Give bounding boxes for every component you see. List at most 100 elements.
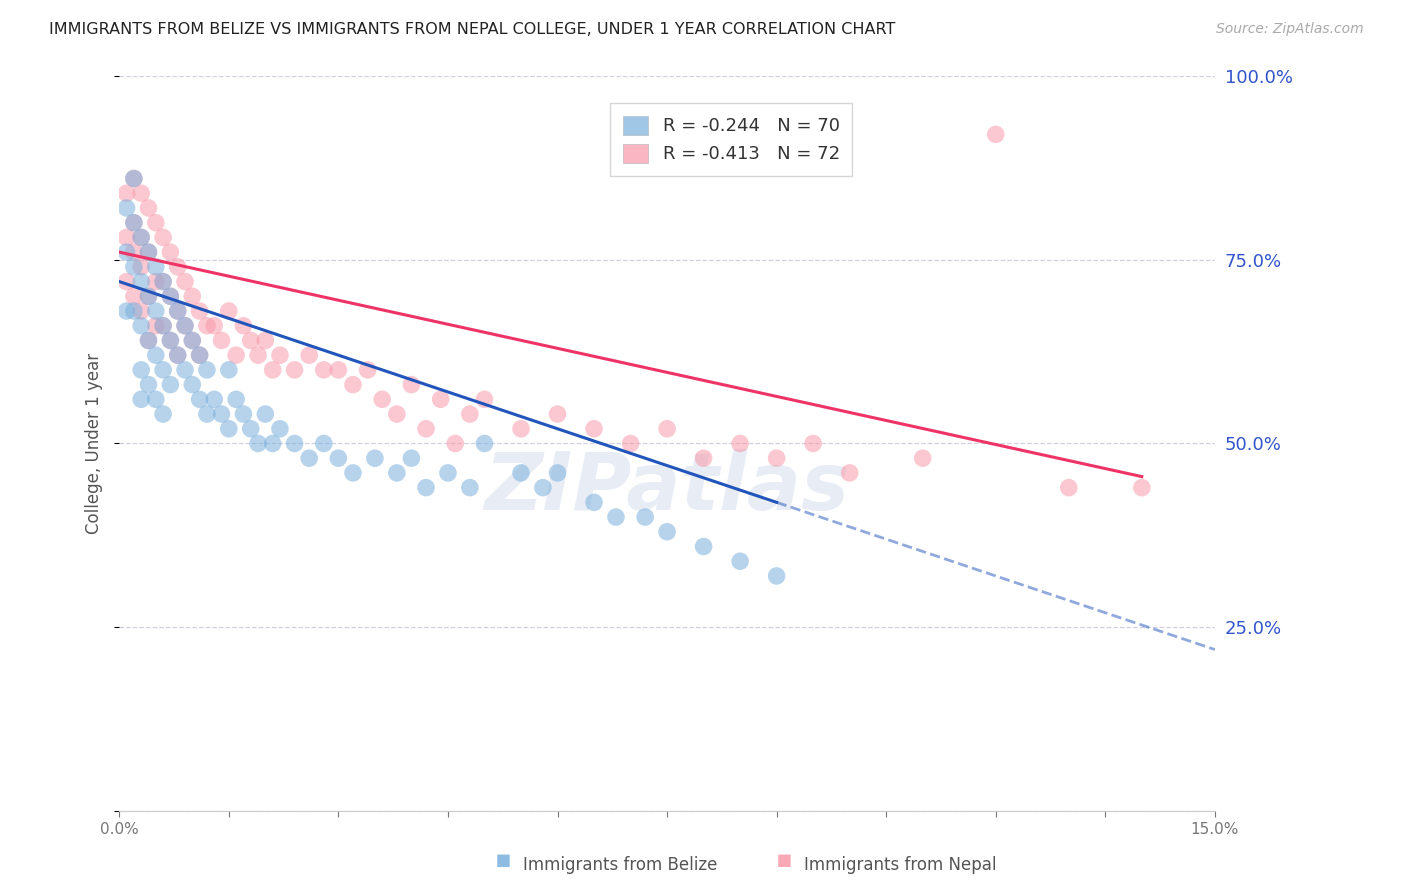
Point [765, 569, 787, 583]
Point [437, 466, 460, 480]
Point [138, 201, 160, 215]
Point [138, 334, 160, 348]
Point [692, 451, 714, 466]
Point [415, 481, 437, 495]
Point [254, 407, 277, 421]
Point [181, 289, 204, 303]
Point [159, 245, 181, 260]
Text: IMMIGRANTS FROM BELIZE VS IMMIGRANTS FROM NEPAL COLLEGE, UNDER 1 YEAR CORRELATIO: IMMIGRANTS FROM BELIZE VS IMMIGRANTS FRO… [49, 22, 896, 37]
Point [429, 392, 451, 407]
Point [547, 466, 569, 480]
Point [138, 245, 160, 260]
Point [218, 363, 240, 377]
Point [115, 230, 138, 244]
Point [129, 230, 152, 244]
Point [605, 510, 627, 524]
Point [166, 348, 188, 362]
Text: ▪: ▪ [776, 848, 793, 872]
Point [269, 348, 291, 362]
Point [218, 422, 240, 436]
Point [181, 377, 204, 392]
Point [211, 334, 233, 348]
Point [262, 436, 284, 450]
Point [115, 245, 138, 260]
Point [174, 275, 197, 289]
Point [202, 392, 225, 407]
Point [765, 451, 787, 466]
Point [510, 466, 533, 480]
Point [312, 363, 335, 377]
Point [510, 422, 533, 436]
Point [129, 260, 152, 274]
Point [129, 186, 152, 201]
Point [247, 348, 270, 362]
Point [122, 216, 145, 230]
Point [458, 407, 481, 421]
Point [284, 436, 307, 450]
Point [129, 392, 152, 407]
Point [181, 334, 204, 348]
Point [145, 260, 167, 274]
Point [195, 363, 218, 377]
Point [145, 275, 167, 289]
Point [152, 407, 174, 421]
Point [444, 436, 467, 450]
Point [115, 304, 138, 318]
Point [138, 289, 160, 303]
Point [188, 348, 211, 362]
Point [188, 348, 211, 362]
Point [1130, 481, 1153, 495]
Point [129, 230, 152, 244]
Point [181, 334, 204, 348]
Point [138, 377, 160, 392]
Point [166, 348, 188, 362]
Text: Immigrants from Nepal: Immigrants from Nepal [804, 856, 997, 874]
Point [547, 407, 569, 421]
Point [166, 304, 188, 318]
Text: Immigrants from Belize: Immigrants from Belize [523, 856, 717, 874]
Point [138, 289, 160, 303]
Point [655, 422, 678, 436]
Point [145, 318, 167, 333]
Point [385, 407, 408, 421]
Point [129, 363, 152, 377]
Point [122, 245, 145, 260]
Point [298, 451, 321, 466]
Point [159, 289, 181, 303]
Point [166, 304, 188, 318]
Point [401, 377, 423, 392]
Point [129, 318, 152, 333]
Point [356, 363, 378, 377]
Point [129, 275, 152, 289]
Point [239, 422, 262, 436]
Legend: R = -0.244   N = 70, R = -0.413   N = 72: R = -0.244 N = 70, R = -0.413 N = 72 [610, 103, 852, 176]
Point [728, 436, 751, 450]
Point [122, 171, 145, 186]
Point [1057, 481, 1080, 495]
Text: ZIPatlas: ZIPatlas [485, 449, 849, 526]
Point [152, 275, 174, 289]
Point [312, 436, 335, 450]
Point [152, 275, 174, 289]
Point [619, 436, 641, 450]
Point [152, 318, 174, 333]
Point [225, 348, 247, 362]
Point [582, 495, 605, 509]
Point [371, 392, 394, 407]
Point [138, 334, 160, 348]
Point [911, 451, 934, 466]
Point [364, 451, 387, 466]
Point [328, 363, 350, 377]
Point [152, 363, 174, 377]
Point [174, 363, 197, 377]
Point [174, 318, 197, 333]
Point [385, 466, 408, 480]
Point [115, 201, 138, 215]
Point [159, 334, 181, 348]
Text: ▪: ▪ [495, 848, 512, 872]
Point [269, 422, 291, 436]
Point [138, 245, 160, 260]
Point [211, 407, 233, 421]
Point [247, 436, 270, 450]
Point [166, 260, 188, 274]
